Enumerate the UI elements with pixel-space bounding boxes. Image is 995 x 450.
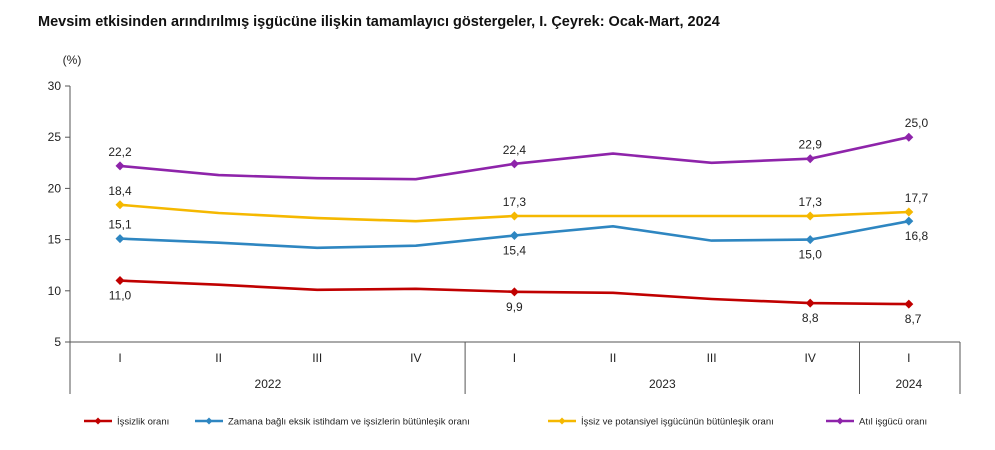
y-tick-label: 5 xyxy=(54,335,61,349)
y-tick-label: 30 xyxy=(48,79,62,93)
data-point xyxy=(115,161,125,171)
legend-item: İşsizlik oranı xyxy=(84,417,169,428)
data-label: 18,4 xyxy=(108,184,132,198)
data-label: 17,3 xyxy=(503,195,527,209)
data-point xyxy=(509,287,519,297)
data-label: 17,7 xyxy=(905,191,929,205)
data-point xyxy=(805,211,815,221)
data-label: 9,9 xyxy=(506,300,523,314)
legend-label: Zamana bağlı eksik istihdam ve işsizleri… xyxy=(228,417,470,428)
legend-swatch-marker xyxy=(205,417,213,425)
x-tick-label: III xyxy=(312,351,322,365)
data-label: 22,2 xyxy=(108,145,132,159)
data-label: 17,3 xyxy=(799,195,823,209)
x-tick-label: I xyxy=(513,351,516,365)
x-tick-label: I xyxy=(907,351,910,365)
legend: İşsizlik oranı Zamana bağlı eksik istihda… xyxy=(84,417,927,428)
data-point xyxy=(805,235,815,245)
legend-label: İşsizlik oranı xyxy=(117,417,169,428)
data-label: 15,4 xyxy=(503,244,527,258)
data-point xyxy=(805,154,815,164)
legend-item: İşsiz ve potansiyel işgücünün bütünleşik… xyxy=(548,417,774,428)
year-label: 2023 xyxy=(649,377,676,391)
data-point xyxy=(115,276,125,286)
data-label: 15,1 xyxy=(108,218,132,232)
data-label: 8,7 xyxy=(905,312,922,326)
data-labels: 11,0 9,9 8,8 8,7 15,1 15,4 15,0 16,8 18,4 17,3 17,… xyxy=(108,116,928,326)
chart-title: Mevsim etkisinden arındırılmış işgücüne … xyxy=(38,14,720,30)
data-point xyxy=(509,159,519,169)
data-label: 22,9 xyxy=(799,138,823,152)
data-point xyxy=(805,298,815,308)
legend-swatch-marker xyxy=(558,417,566,425)
y-tick-label: 10 xyxy=(48,284,62,298)
data-point xyxy=(904,132,914,142)
data-point xyxy=(509,211,519,221)
y-tick-label: 20 xyxy=(48,181,62,195)
data-label: 16,8 xyxy=(905,229,929,243)
data-label: 15,0 xyxy=(799,248,823,262)
legend-label: İşsiz ve potansiyel işgücünün bütünleşik… xyxy=(581,417,774,428)
legend-swatch-marker xyxy=(836,417,844,425)
y-tick-label: 15 xyxy=(48,233,62,247)
data-label: 11,0 xyxy=(109,289,132,303)
legend-item: Zamana bağlı eksik istihdam ve işsizleri… xyxy=(195,417,470,428)
y-axis: (%) 5 10 15 20 25 30 xyxy=(48,53,82,394)
data-point xyxy=(115,200,125,210)
y-tick-label: 25 xyxy=(48,130,62,144)
data-point xyxy=(115,234,125,244)
legend-item: Atıl işgücü oranı xyxy=(826,417,927,428)
series-layer xyxy=(115,132,914,309)
data-point xyxy=(904,299,914,309)
legend-label: Atıl işgücü oranı xyxy=(859,417,927,428)
data-point xyxy=(509,231,519,241)
x-tick-label: II xyxy=(610,351,617,365)
data-label: 22,4 xyxy=(503,143,527,157)
x-tick-label: III xyxy=(707,351,717,365)
data-point xyxy=(904,207,914,217)
data-label: 25,0 xyxy=(905,116,929,130)
x-tick-label: II xyxy=(215,351,222,365)
y-axis-unit-label: (%) xyxy=(63,53,82,67)
x-tick-label: IV xyxy=(410,351,421,365)
data-point xyxy=(904,216,914,226)
year-label: 2022 xyxy=(255,377,282,391)
x-tick-label: IV xyxy=(805,351,816,365)
data-label: 8,8 xyxy=(802,311,819,325)
x-tick-label: I xyxy=(118,351,121,365)
legend-swatch-marker xyxy=(94,417,102,425)
year-label: 2024 xyxy=(895,377,922,391)
